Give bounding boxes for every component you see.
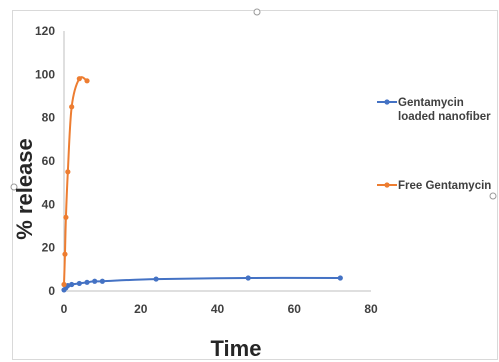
- series-layer: [61, 76, 343, 293]
- y-tick-label: 20: [42, 241, 56, 255]
- data-point: [69, 281, 75, 288]
- y-tick-label: 80: [42, 111, 56, 125]
- y-tick-label: 60: [42, 154, 56, 168]
- legend: Gentamycin loaded nanofiber Free Gentamyci…: [377, 97, 491, 192]
- data-point: [153, 276, 159, 282]
- data-point: [76, 76, 82, 82]
- x-tick-label: 80: [364, 302, 378, 316]
- axes: [63, 31, 371, 292]
- data-point: [69, 104, 75, 110]
- y-tick-label: 40: [42, 197, 56, 211]
- data-point: [61, 281, 67, 288]
- x-tick-label: 60: [288, 302, 302, 316]
- data-point: [245, 275, 251, 281]
- y-tick-label: 120: [35, 24, 55, 38]
- legend-label: loaded nanofiber: [398, 111, 491, 123]
- data-point: [84, 78, 90, 84]
- series-0: [61, 275, 343, 293]
- data-point: [76, 280, 82, 287]
- legend-entry-0: Gentamycin loaded nanofiber: [377, 97, 491, 123]
- plot-area: 0 20 40 60 80 100 120 0 20 40 60 80: [35, 24, 378, 316]
- series-1: [61, 76, 90, 288]
- x-axis-title: Time: [211, 336, 262, 361]
- legend-marker: [384, 99, 390, 105]
- y-axis-title: % release: [12, 138, 37, 240]
- y-tick-label: 100: [35, 67, 55, 81]
- x-tick-label: 40: [211, 302, 225, 316]
- resize-handle-top[interactable]: [253, 8, 261, 16]
- data-point: [92, 278, 98, 284]
- x-axis-ticks: 0 20 40 60 80: [61, 302, 378, 316]
- x-tick-label: 0: [61, 302, 68, 316]
- y-tick-label: 0: [48, 284, 55, 298]
- data-point: [63, 214, 69, 220]
- legend-marker: [384, 182, 390, 188]
- x-tick-label: 20: [134, 302, 148, 316]
- data-point: [99, 278, 105, 284]
- legend-label: Gentamycin: [398, 97, 464, 109]
- y-axis-ticks: 0 20 40 60 80 100 120: [35, 24, 55, 298]
- data-point: [62, 251, 68, 257]
- data-point: [65, 169, 71, 175]
- data-point: [84, 279, 90, 285]
- data-point: [337, 275, 343, 281]
- legend-label: Free Gentamycin: [398, 180, 491, 192]
- resize-handle-right[interactable]: [489, 192, 497, 200]
- resize-handle-left[interactable]: [10, 183, 18, 191]
- legend-entry-1: Free Gentamycin: [377, 180, 491, 192]
